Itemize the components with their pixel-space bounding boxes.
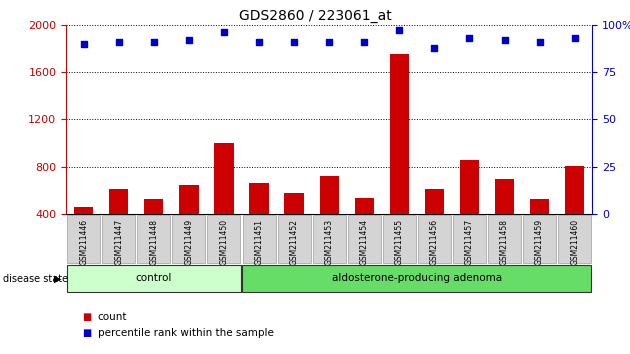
FancyBboxPatch shape [243,215,275,263]
Bar [109,189,129,262]
Bar [249,183,268,262]
Point [184,37,194,43]
FancyBboxPatch shape [137,215,170,263]
Bar [214,143,234,262]
Point [324,39,334,45]
Point [500,37,510,43]
Point [149,39,159,45]
Text: GSM211456: GSM211456 [430,219,439,265]
FancyBboxPatch shape [383,215,416,263]
Point [534,39,544,45]
Text: control: control [135,273,172,283]
Text: GSM211455: GSM211455 [395,219,404,265]
Point [79,41,89,46]
Bar [460,160,479,262]
Bar [180,184,198,262]
Text: GSM211458: GSM211458 [500,219,509,265]
FancyBboxPatch shape [558,215,591,263]
Bar [319,176,339,262]
FancyBboxPatch shape [418,215,451,263]
Bar [355,198,374,262]
Text: GDS2860 / 223061_at: GDS2860 / 223061_at [239,9,391,23]
Bar [144,199,163,262]
FancyBboxPatch shape [242,265,592,292]
Text: GSM211460: GSM211460 [570,219,579,265]
FancyBboxPatch shape [67,265,241,292]
Point [113,39,123,45]
Bar [390,55,409,262]
FancyBboxPatch shape [173,215,205,263]
Point [394,28,404,33]
Bar [285,193,304,262]
Text: GSM211451: GSM211451 [255,219,263,265]
Text: ■: ■ [82,329,91,338]
FancyBboxPatch shape [453,215,486,263]
Point [254,39,264,45]
Point [289,39,299,45]
Text: GSM211446: GSM211446 [79,219,88,265]
Text: disease state: disease state [3,274,68,284]
Point [570,35,580,41]
Text: aldosterone-producing adenoma: aldosterone-producing adenoma [332,273,502,283]
Text: GSM211457: GSM211457 [465,219,474,265]
Bar [530,199,549,262]
Text: GSM211447: GSM211447 [114,219,123,265]
Bar [425,189,444,262]
Text: ■: ■ [82,312,91,322]
FancyBboxPatch shape [67,215,100,263]
Bar [495,179,514,262]
FancyBboxPatch shape [278,215,311,263]
FancyBboxPatch shape [207,215,241,263]
Text: GSM211454: GSM211454 [360,219,369,265]
FancyBboxPatch shape [348,215,381,263]
Text: GSM211452: GSM211452 [290,219,299,265]
Point [464,35,474,41]
Text: GSM211459: GSM211459 [535,219,544,265]
Text: ▶: ▶ [54,274,62,284]
Text: count: count [98,312,127,322]
Text: percentile rank within the sample: percentile rank within the sample [98,329,273,338]
Point [219,29,229,35]
Bar [565,166,584,262]
Text: GSM211450: GSM211450 [219,219,229,265]
FancyBboxPatch shape [102,215,135,263]
Text: GSM211453: GSM211453 [324,219,334,265]
Bar [74,207,93,262]
FancyBboxPatch shape [523,215,556,263]
FancyBboxPatch shape [488,215,521,263]
Text: GSM211449: GSM211449 [185,219,193,265]
Point [359,39,369,45]
Point [429,45,439,50]
Text: GSM211448: GSM211448 [149,219,158,265]
FancyBboxPatch shape [312,215,346,263]
